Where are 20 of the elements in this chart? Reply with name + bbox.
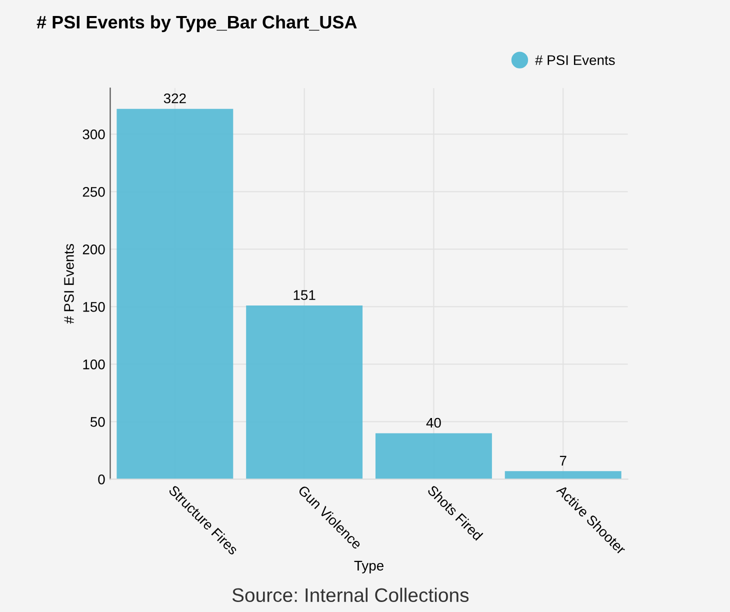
- y-tick-label: 150: [83, 302, 105, 312]
- data-label: 151: [294, 290, 316, 300]
- bar: [116, 108, 234, 480]
- bar: [375, 433, 492, 480]
- y-axis-title: # PSI Events: [64, 244, 74, 324]
- legend-label: # PSI Events: [535, 55, 615, 66]
- y-tick-label: 300: [82, 129, 105, 140]
- bar: [246, 306, 363, 480]
- chart-title: # PSI Events by Type_Bar Chart_USA: [36, 15, 357, 32]
- source-note: Source: Internal Collections: [232, 588, 469, 602]
- data-label: 322: [164, 93, 186, 104]
- y-tick-label: 200: [82, 244, 105, 254]
- y-tick-label: 0: [98, 474, 105, 484]
- y-tick-label: 50: [90, 417, 105, 427]
- y-tick-label: 250: [82, 186, 105, 197]
- y-tick-label: 100: [83, 360, 105, 370]
- data-label: 7: [560, 456, 566, 466]
- x-axis-title: Type: [354, 560, 384, 574]
- bar: [504, 471, 622, 480]
- data-label: 40: [426, 418, 441, 428]
